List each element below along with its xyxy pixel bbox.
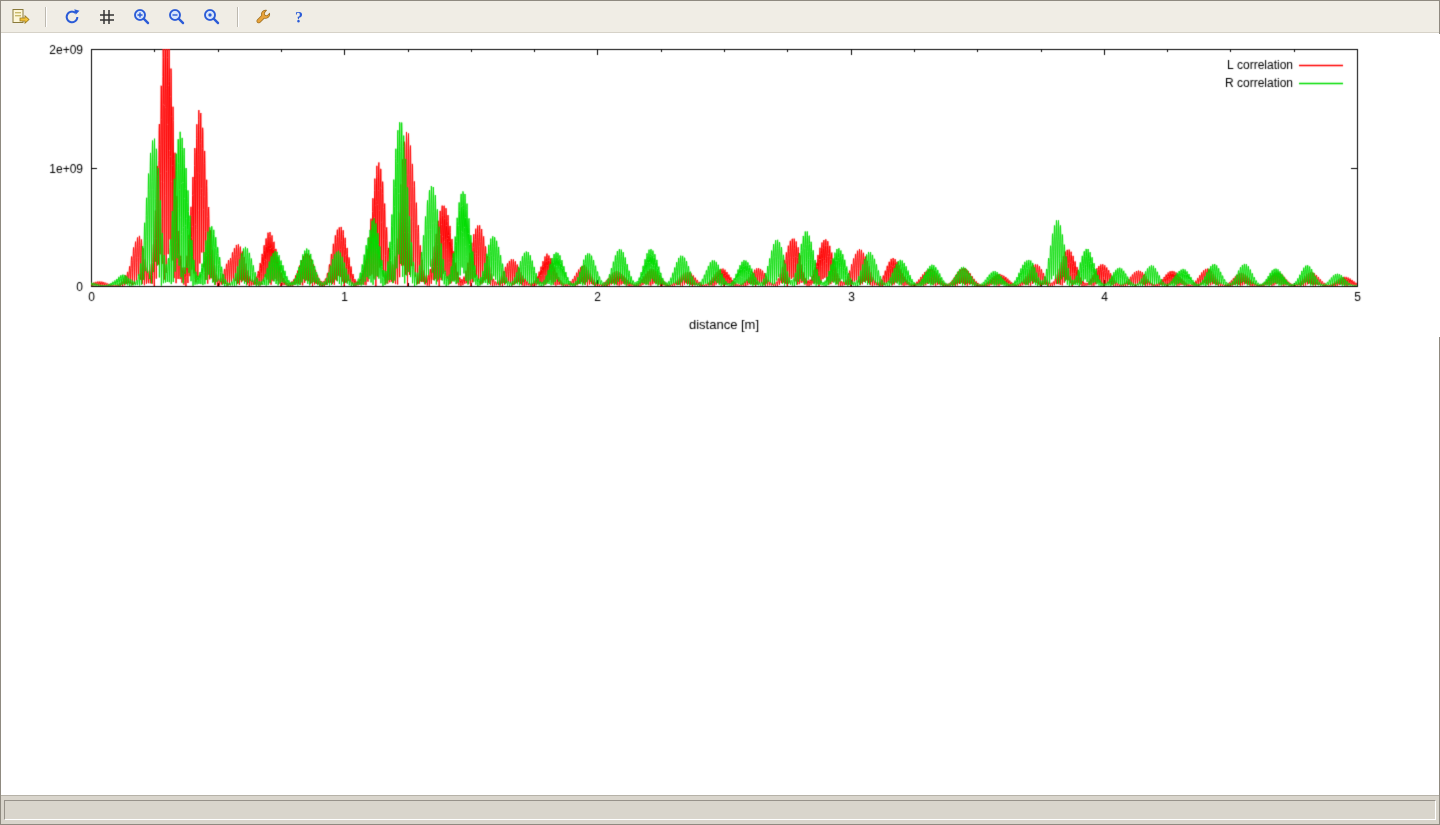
correlation-chart[interactable] bbox=[1, 34, 1440, 337]
zoom-out-icon bbox=[167, 7, 187, 27]
status-text bbox=[4, 800, 1436, 820]
toolbar-separator bbox=[45, 6, 47, 27]
zoom-in-icon bbox=[132, 7, 152, 27]
svg-text:?: ? bbox=[295, 9, 303, 26]
grid-toggle-button[interactable] bbox=[94, 4, 120, 30]
zoom-reset-button[interactable] bbox=[199, 4, 225, 30]
copy-plot-icon bbox=[10, 7, 30, 27]
settings-icon bbox=[254, 7, 274, 27]
plot-area bbox=[1, 34, 1440, 795]
zoom-reset-icon bbox=[202, 7, 222, 27]
zoom-out-button[interactable] bbox=[164, 4, 190, 30]
zoom-in-button[interactable] bbox=[129, 4, 155, 30]
settings-button[interactable] bbox=[251, 4, 277, 30]
help-button[interactable]: ? bbox=[286, 4, 312, 30]
copy-plot-button[interactable] bbox=[7, 4, 33, 30]
toolbar: ? bbox=[1, 1, 1439, 33]
help-icon: ? bbox=[289, 7, 309, 27]
grid-icon bbox=[97, 7, 117, 27]
status-bar bbox=[1, 795, 1439, 824]
replot-button[interactable] bbox=[59, 4, 85, 30]
replot-icon bbox=[62, 7, 82, 27]
toolbar-separator bbox=[237, 6, 239, 27]
